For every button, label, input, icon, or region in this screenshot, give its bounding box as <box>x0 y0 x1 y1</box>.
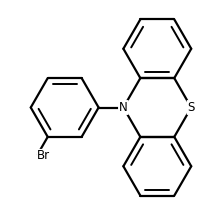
Text: Br: Br <box>37 149 50 163</box>
Text: S: S <box>188 101 195 114</box>
Text: N: N <box>119 101 128 114</box>
